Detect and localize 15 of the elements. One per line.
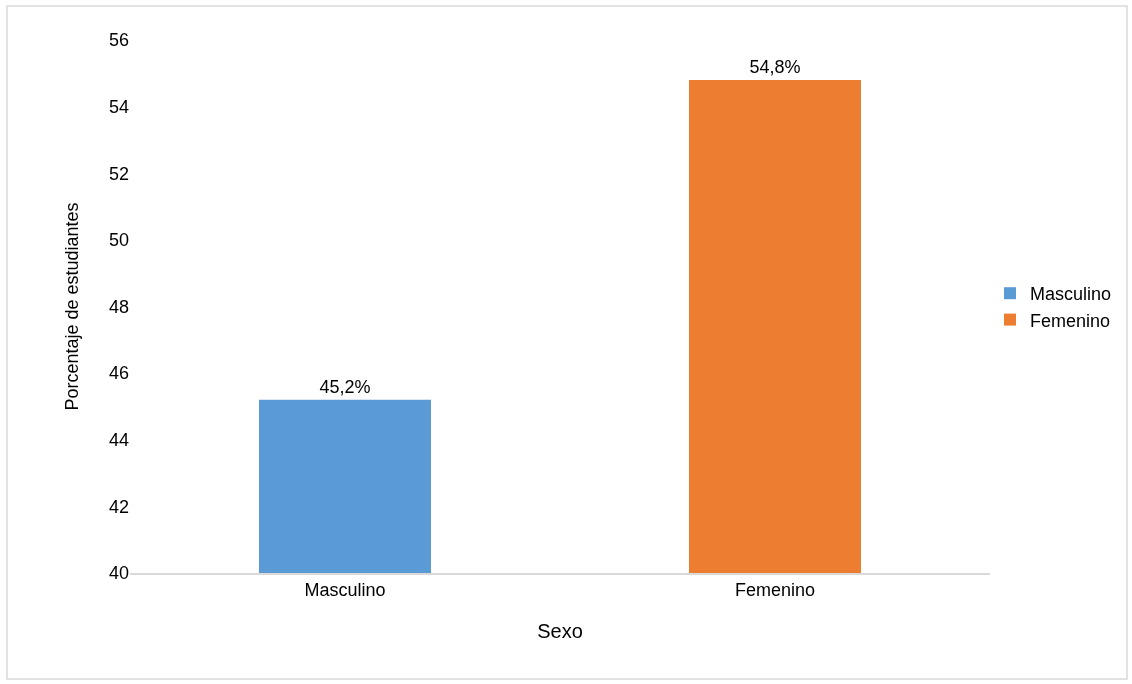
y-tick-label: 40 — [108, 563, 129, 584]
legend-label: Femenino — [1030, 310, 1111, 331]
y-tick-label: 44 — [108, 430, 129, 451]
y-tick-label: 52 — [108, 163, 129, 184]
y-tick-label: 50 — [108, 230, 129, 251]
x-axis-title: Sexo — [537, 620, 583, 643]
data-label: 45,2% — [319, 376, 371, 397]
legend-label: Masculino — [1030, 284, 1112, 305]
y-tick-label: 56 — [108, 30, 129, 51]
data-label: 54,8% — [749, 56, 801, 77]
y-axis-title: Porcentaje de estudiantes — [62, 202, 83, 411]
y-tick-label: 48 — [108, 296, 129, 317]
y-tick-label: 54 — [108, 96, 129, 117]
y-tick-label: 42 — [108, 496, 129, 517]
y-tick-label: 46 — [108, 363, 129, 384]
